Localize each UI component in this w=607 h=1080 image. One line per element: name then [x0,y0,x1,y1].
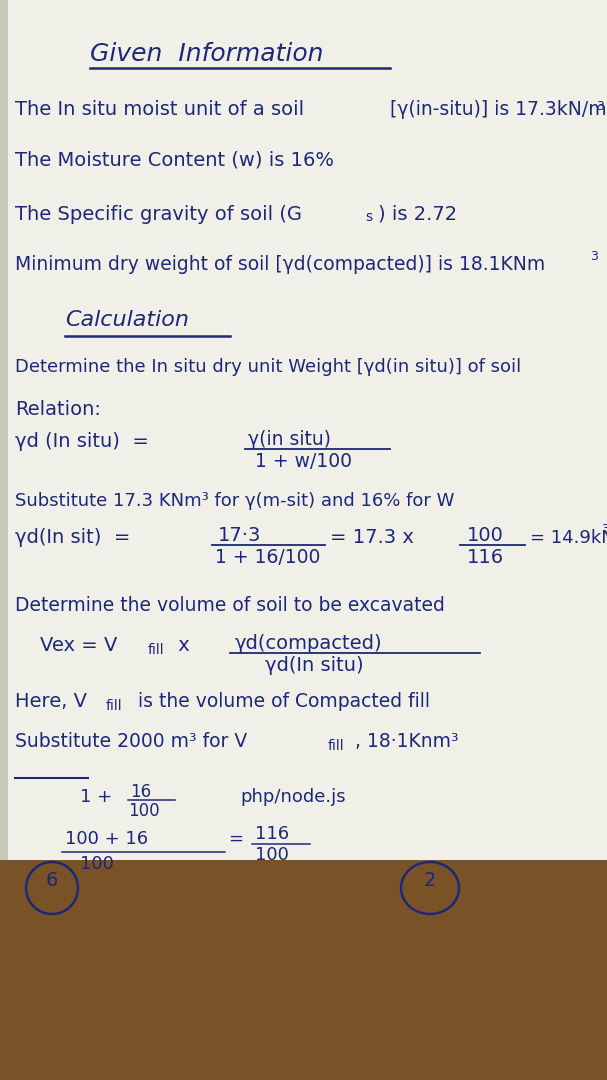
Text: 16: 16 [130,783,151,801]
Text: γd (In situ)  =: γd (In situ) = [15,432,149,451]
Text: 100: 100 [467,526,504,545]
Bar [0,0,8,860]
Text: Substitute 17.3 KNm³ for γ(m-sit) and 16% for W: Substitute 17.3 KNm³ for γ(m-sit) and 16… [15,492,455,510]
Bar [0,0,607,860]
Text: Calculation: Calculation [65,310,189,330]
Text: php/node.js: php/node.js [240,788,345,806]
Text: s: s [365,210,372,224]
Bar [0,860,607,1080]
Text: 17·3: 17·3 [218,526,262,545]
Text: =: = [228,831,243,848]
Text: Given  Information: Given Information [90,42,324,66]
Text: Minimum dry weight of soil [γd(compacted)] is 18.1KNm: Minimum dry weight of soil [γd(compacted… [15,255,545,274]
Text: Vex = V: Vex = V [40,636,117,654]
Text: x: x [172,636,190,654]
Text: 3: 3 [590,249,598,264]
Text: 1 +: 1 + [80,788,112,806]
Text: 100: 100 [255,846,289,864]
Text: 3: 3 [601,523,607,536]
Text: is the volume of Compacted fill: is the volume of Compacted fill [132,692,430,711]
Text: fill: fill [328,739,345,753]
Text: [γ(in-situ)] is 17.3kN/m: [γ(in-situ)] is 17.3kN/m [390,100,606,119]
Text: 2: 2 [424,870,436,890]
Text: fill: fill [148,643,164,657]
Text: 116: 116 [467,548,504,567]
Text: The In situ moist unit of a soil: The In situ moist unit of a soil [15,100,304,119]
Text: γ(in situ): γ(in situ) [248,430,331,449]
Text: 1 + w/100: 1 + w/100 [255,453,352,471]
Text: Here, V: Here, V [15,692,87,711]
Text: 3: 3 [596,100,604,113]
Text: 100 + 16: 100 + 16 [65,831,148,848]
Text: γd(In sit)  =: γd(In sit) = [15,528,131,546]
Text: 116: 116 [255,825,289,843]
Text: fill: fill [106,699,123,713]
Text: The Specific gravity of soil (G: The Specific gravity of soil (G [15,205,302,224]
Text: Relation:: Relation: [15,400,101,419]
Text: 100: 100 [80,855,114,873]
Text: γd(compacted): γd(compacted) [235,634,382,653]
Text: The Moisture Content (w) is 16%: The Moisture Content (w) is 16% [15,150,334,168]
Text: 6: 6 [46,870,58,890]
Text: 1 + 16/100: 1 + 16/100 [215,548,320,567]
Text: 100: 100 [128,802,160,820]
Text: Substitute 2000 m³ for V: Substitute 2000 m³ for V [15,732,247,751]
Text: Determine the In situ dry unit Weight [γd(in situ)] of soil: Determine the In situ dry unit Weight [γ… [15,357,521,376]
Text: γd(In situ): γd(In situ) [265,656,364,675]
Text: = 14.9kN/m: = 14.9kN/m [530,528,607,546]
Text: , 18·1Knm³: , 18·1Knm³ [355,732,459,751]
Text: = 17.3 x: = 17.3 x [330,528,414,546]
Text: Determine the volume of soil to be excavated: Determine the volume of soil to be excav… [15,596,445,615]
Text: ) is 2.72: ) is 2.72 [378,205,457,224]
